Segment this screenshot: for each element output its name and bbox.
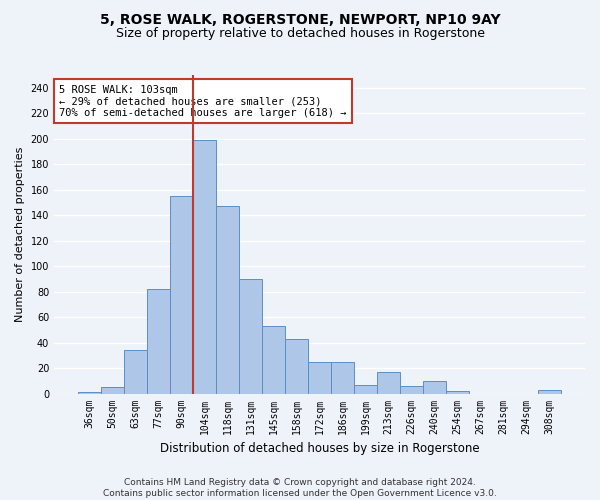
Bar xyxy=(538,390,561,394)
Bar xyxy=(78,392,101,394)
Bar xyxy=(400,386,423,394)
Bar xyxy=(147,289,170,394)
Text: Contains HM Land Registry data © Crown copyright and database right 2024.
Contai: Contains HM Land Registry data © Crown c… xyxy=(103,478,497,498)
Text: 5, ROSE WALK, ROGERSTONE, NEWPORT, NP10 9AY: 5, ROSE WALK, ROGERSTONE, NEWPORT, NP10 … xyxy=(100,12,500,26)
Bar xyxy=(308,362,331,394)
Bar xyxy=(331,362,354,394)
Bar xyxy=(216,206,239,394)
Text: Size of property relative to detached houses in Rogerstone: Size of property relative to detached ho… xyxy=(115,28,485,40)
X-axis label: Distribution of detached houses by size in Rogerstone: Distribution of detached houses by size … xyxy=(160,442,479,455)
Y-axis label: Number of detached properties: Number of detached properties xyxy=(15,146,25,322)
Bar xyxy=(101,387,124,394)
Bar xyxy=(193,140,216,394)
Text: 5 ROSE WALK: 103sqm
← 29% of detached houses are smaller (253)
70% of semi-detac: 5 ROSE WALK: 103sqm ← 29% of detached ho… xyxy=(59,84,347,118)
Bar xyxy=(354,384,377,394)
Bar xyxy=(446,391,469,394)
Bar xyxy=(124,350,147,394)
Bar xyxy=(239,279,262,394)
Bar xyxy=(285,339,308,394)
Bar xyxy=(262,326,285,394)
Bar xyxy=(170,196,193,394)
Bar xyxy=(377,372,400,394)
Bar xyxy=(423,381,446,394)
